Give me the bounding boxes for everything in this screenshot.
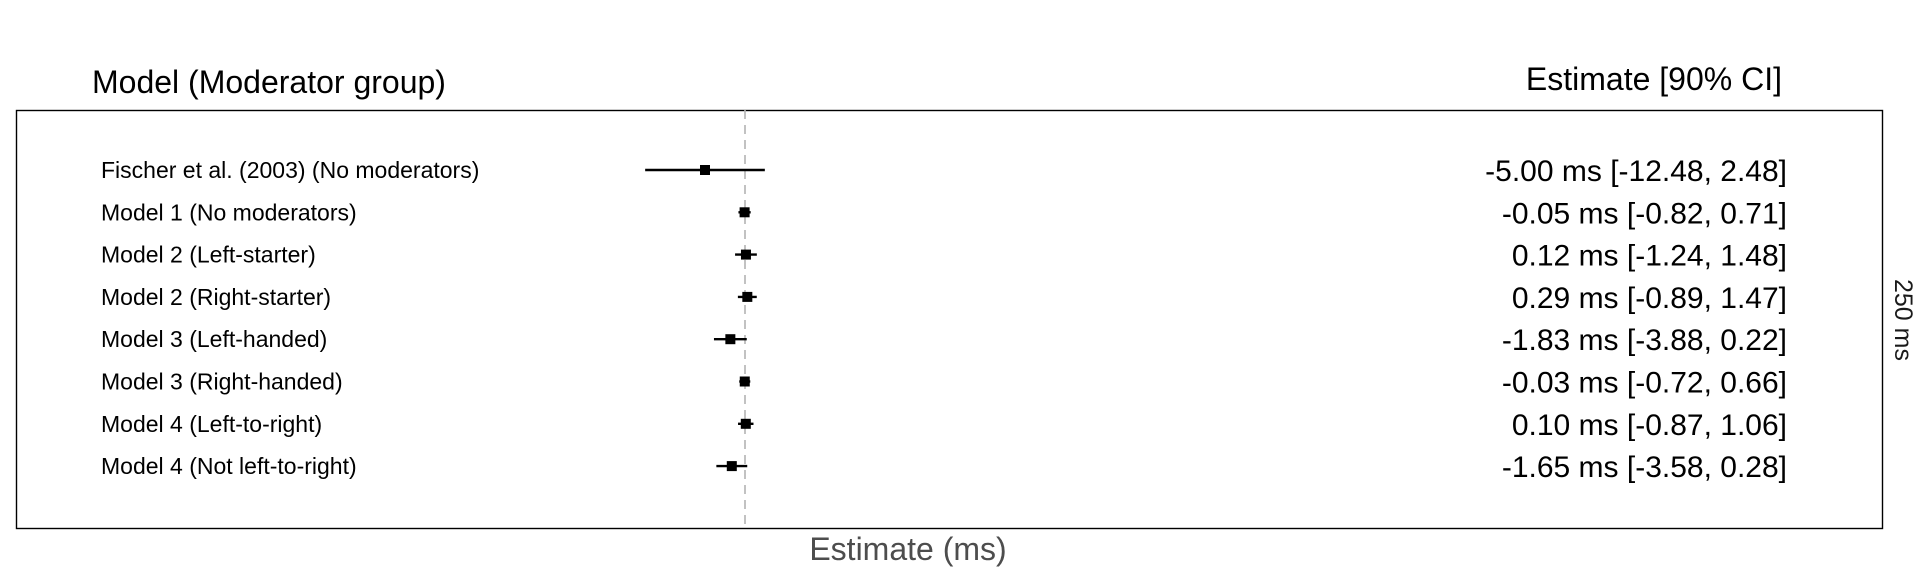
row-label: Model 2 (Left-starter) xyxy=(101,242,316,268)
row-label: Fischer et al. (2003) (No moderators) xyxy=(101,157,479,183)
estimate-ci-text: -1.65 ms [-3.58, 0.28] xyxy=(1502,451,1787,484)
forest-row: Model 4 (Not left-to-right) -1.65 ms [-3.… xyxy=(101,451,1787,484)
plot-panel xyxy=(15,109,1884,530)
row-label: Model 4 (Not left-to-right) xyxy=(101,453,357,479)
forest-row: Model 1 (No moderators) -0.05 ms [-0.82, … xyxy=(101,197,1787,230)
forest-row: Model 4 (Left-to-right) 0.10 ms [-0.87, 1… xyxy=(101,409,1787,442)
estimate-column-header: Estimate [90% CI] xyxy=(1526,61,1782,97)
forest-row: Model 2 (Right-starter) 0.29 ms [-0.89, 1… xyxy=(101,282,1787,315)
estimate-ci-text: 0.29 ms [-0.89, 1.47] xyxy=(1512,282,1787,315)
estimate-ci-text: 0.10 ms [-0.87, 1.06] xyxy=(1512,409,1787,442)
estimate-ci-text: -5.00 ms [-12.48, 2.48] xyxy=(1485,155,1787,188)
model-column-header: Model (Moderator group) xyxy=(92,64,446,100)
row-label: Model 1 (No moderators) xyxy=(101,199,357,225)
row-label: Model 3 (Right-handed) xyxy=(101,369,343,395)
estimate-marker xyxy=(740,249,751,260)
row-label: Model 3 (Left-handed) xyxy=(101,326,327,352)
estimate-marker xyxy=(726,461,737,472)
estimate-marker xyxy=(700,165,710,175)
forest-row: Model 3 (Right-handed) -0.03 ms [-0.72, 0… xyxy=(101,367,1787,400)
estimate-marker xyxy=(739,207,750,218)
row-label: Model 4 (Left-to-right) xyxy=(101,411,322,437)
estimate-ci-text: -0.05 ms [-0.82, 0.71] xyxy=(1502,197,1787,230)
estimate-marker xyxy=(740,418,751,429)
estimate-ci-text: -1.83 ms [-3.88, 0.22] xyxy=(1502,324,1787,357)
side-axis-label: 250 ms xyxy=(1889,279,1917,361)
forest-row: Model 3 (Left-handed) -1.83 ms [-3.88, 0.… xyxy=(101,324,1787,357)
forest-row: Fischer et al. (2003) (No moderators) -5.… xyxy=(101,155,1787,188)
forest-rows: Fischer et al. (2003) (No moderators) -5.… xyxy=(101,155,1787,484)
estimate-ci-text: -0.03 ms [-0.72, 0.66] xyxy=(1502,367,1787,400)
forest-row: Model 2 (Left-starter) 0.12 ms [-1.24, 1.… xyxy=(101,240,1787,273)
x-axis-title: Estimate (ms) xyxy=(809,531,1006,567)
estimate-ci-text: 0.12 ms [-1.24, 1.48] xyxy=(1512,240,1787,273)
estimate-marker xyxy=(725,334,736,345)
row-label: Model 2 (Right-starter) xyxy=(101,284,331,310)
estimate-marker xyxy=(742,291,753,302)
estimate-marker xyxy=(739,376,750,387)
